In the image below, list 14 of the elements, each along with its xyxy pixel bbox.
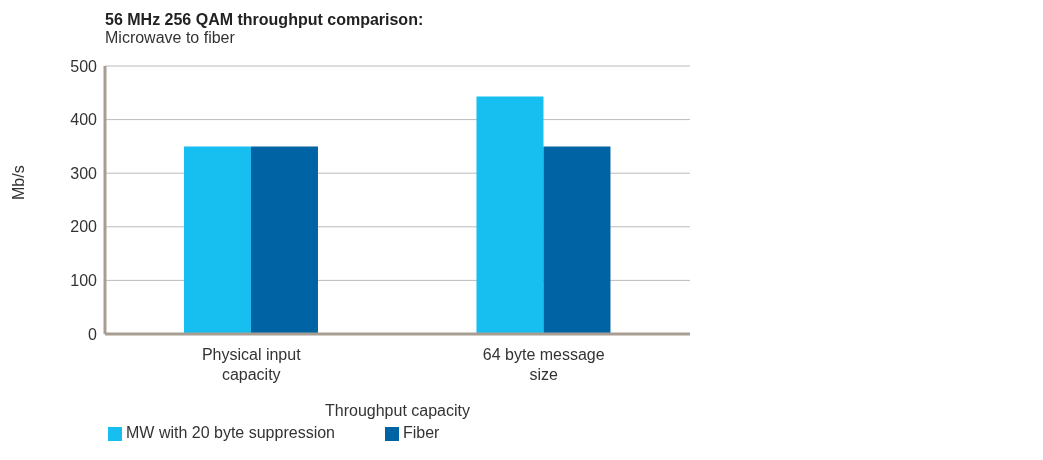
x-tick-label: 64 byte message size [482, 346, 605, 383]
y-tick-label: 400 [70, 111, 98, 129]
legend-label: Fiber [402, 424, 440, 441]
y-tick-label: 300 [70, 164, 98, 182]
x-tick-label: Physical input capacity [201, 346, 302, 383]
y-tick-label: 100 [70, 272, 98, 290]
legend-label: MW with 20 byte suppression [126, 424, 335, 441]
y-tick-label: 200 [70, 218, 98, 236]
chart-subtitle: Microwave to fiber [105, 29, 235, 47]
y-tick-label: 500 [70, 57, 98, 75]
x-axis-title: Throughput capacity [325, 402, 470, 419]
chart-title: 56 MHz 256 QAM throughput comparison: [105, 11, 424, 29]
y-tick-label: 0 [88, 325, 98, 343]
y-axis-title: Mb/s [9, 165, 27, 200]
